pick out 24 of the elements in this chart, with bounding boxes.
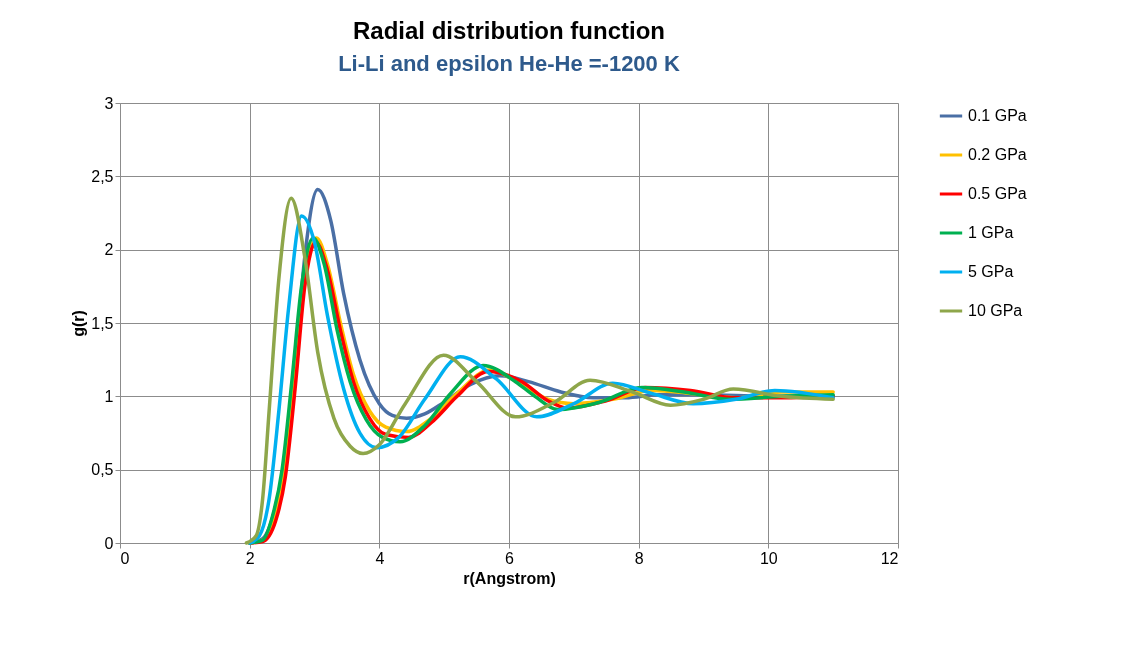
y-tick-label: 0 bbox=[104, 534, 114, 552]
x-axis-title: r(Angstrom) bbox=[463, 569, 556, 587]
x-tick-label: 8 bbox=[634, 549, 644, 567]
y-tick-label: 1,5 bbox=[91, 314, 114, 332]
chart-subtitle: Li-Li and epsilon He-He =-1200 K bbox=[338, 51, 680, 76]
chart-title: Radial distribution function bbox=[353, 17, 665, 44]
legend-label: 0.5 GPa bbox=[968, 185, 1027, 202]
y-tick-label: 0,5 bbox=[91, 461, 114, 479]
x-tick-label: 10 bbox=[759, 549, 778, 567]
x-tick-label: 0 bbox=[120, 549, 130, 567]
x-tick-label: 4 bbox=[375, 549, 385, 567]
y-tick-label: 3 bbox=[104, 94, 114, 112]
x-tick-label: 2 bbox=[245, 549, 255, 567]
legend-label: 5 GPa bbox=[968, 263, 1014, 280]
x-tick-label: 12 bbox=[880, 549, 899, 567]
legend-label: 1 GPa bbox=[968, 224, 1014, 241]
legend-label: 10 GPa bbox=[968, 302, 1023, 319]
legend-label: 0.2 GPa bbox=[968, 146, 1027, 163]
y-tick-label: 2 bbox=[104, 241, 114, 259]
y-tick-label: 2,5 bbox=[91, 167, 114, 185]
legend-label: 0.1 GPa bbox=[968, 107, 1027, 124]
y-axis-title: g(r) bbox=[70, 310, 88, 337]
x-tick-label: 6 bbox=[505, 549, 515, 567]
y-tick-label: 1 bbox=[104, 387, 114, 405]
